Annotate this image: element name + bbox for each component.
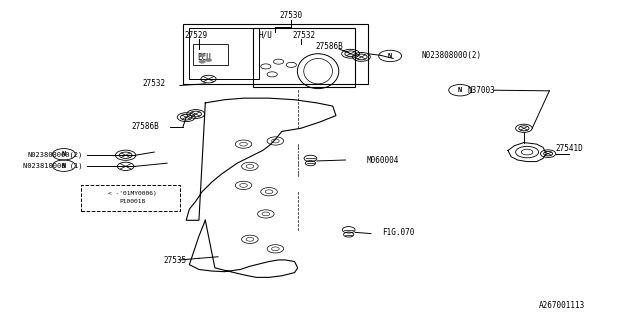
Bar (183, 24, 368, 84)
Text: N: N (61, 163, 66, 169)
Bar (189, 28, 259, 79)
Text: N: N (458, 87, 462, 93)
Text: 27532: 27532 (292, 31, 316, 40)
Text: M060004: M060004 (367, 156, 399, 164)
Text: A267001113: A267001113 (539, 301, 585, 310)
Text: N023808000(2): N023808000(2) (28, 151, 83, 157)
Text: N023808000(2): N023808000(2) (422, 52, 482, 60)
Text: 27532: 27532 (143, 79, 166, 88)
Text: N37003: N37003 (467, 86, 495, 95)
Text: H/U: H/U (259, 31, 273, 40)
Text: F1G.070: F1G.070 (383, 228, 415, 237)
Text: N023810000 (1): N023810000 (1) (24, 163, 83, 169)
Text: 27530: 27530 (280, 11, 303, 20)
Text: ECU: ECU (197, 53, 211, 62)
Text: 27529: 27529 (184, 31, 207, 40)
Circle shape (199, 54, 205, 57)
Bar (253, 28, 355, 87)
Bar (193, 44, 228, 65)
Text: 27535: 27535 (163, 256, 186, 265)
Text: < -'01MY0006): < -'01MY0006) (108, 191, 156, 196)
Text: P100018: P100018 (119, 199, 145, 204)
Circle shape (199, 60, 205, 63)
Text: N: N (61, 151, 66, 157)
Circle shape (205, 59, 212, 62)
Text: 27586B: 27586B (131, 122, 159, 131)
Text: N: N (388, 53, 392, 59)
Text: 27586B: 27586B (316, 42, 344, 51)
Text: 27541D: 27541D (556, 144, 584, 153)
